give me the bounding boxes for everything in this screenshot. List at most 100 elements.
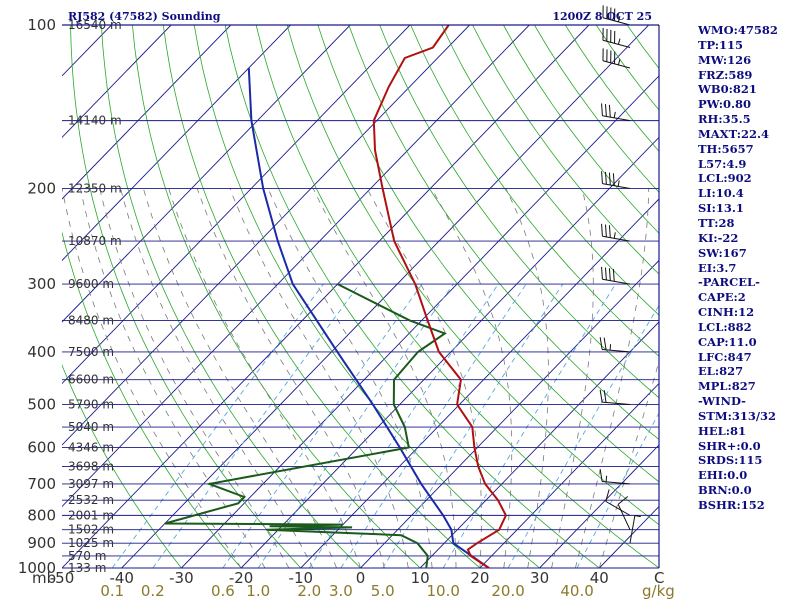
isotherm-line — [62, 25, 232, 200]
moist-adiabat-line — [99, 188, 290, 568]
wind-barb-column — [599, 5, 641, 544]
barb-half-flag — [605, 475, 608, 482]
barb-flag — [603, 337, 607, 350]
moist-adiabat-line — [431, 188, 513, 568]
sounding-index-row: WMO:47582 — [698, 23, 778, 37]
pressure-tick-label: 600 — [27, 439, 56, 457]
wind-barb — [602, 5, 631, 26]
temperature-tick-label: 30 — [530, 569, 549, 587]
sounding-index-row: TP:115 — [698, 37, 744, 52]
barb-flag — [601, 266, 603, 280]
temperature-tick-label: -40 — [109, 569, 134, 587]
sounding-index-row: SHR+:0.0 — [698, 438, 761, 453]
mixing-ratio-tick-label: 0.6 — [211, 582, 235, 600]
isotherm-line — [479, 382, 659, 568]
barb-flag — [605, 489, 610, 502]
height-label: 1025 m — [68, 536, 114, 550]
temperature-tick-label: -30 — [169, 569, 194, 587]
sounding-index-row: EL:827 — [698, 364, 744, 379]
dry-adiabat-grid — [62, 25, 659, 568]
temperature-trace — [372, 25, 508, 568]
sounding-index-row: TH:5657 — [698, 141, 754, 156]
mixing-ratio-axis: 0.1 0.2 0.6 1.0 2.0 3.0 5.0 10.0 20.0 40.0 — [100, 582, 593, 600]
barb-flag — [608, 268, 611, 281]
barb-half-flag — [617, 38, 621, 45]
wind-barb — [605, 489, 631, 516]
sounding-index-row: BSHR:152 — [698, 498, 765, 512]
moist-adiabat-line — [196, 188, 385, 568]
barb-flag — [608, 172, 611, 186]
barb-staff — [617, 504, 631, 530]
mixing-ratio-tick-label: 0.2 — [141, 582, 165, 600]
mixing-ratio-tick-label: 1.0 — [246, 582, 270, 600]
sounding-indices-panel: WMO:47582 TP:115 MW:126 FRZ:589 WB0:821 PW:0.… — [698, 23, 798, 513]
isotherm-line — [62, 25, 590, 568]
barb-flag — [604, 104, 607, 117]
sounding-index-row: BRN:0.0 — [698, 483, 752, 498]
dry-adiabat-line — [255, 25, 659, 568]
isotherm-grid — [62, 25, 659, 568]
temperature-tick-label: -50 — [50, 569, 75, 587]
temperature-tick-label: -20 — [229, 569, 254, 587]
isotherm-line — [181, 75, 659, 568]
temperature-tick-label: 10 — [411, 569, 430, 587]
sounding-profiles — [164, 25, 508, 568]
temperature-tick-label: 20 — [470, 569, 489, 587]
mixing-ratio-tick-label: 5.0 — [371, 582, 395, 600]
barb-flag — [604, 171, 607, 185]
pressure-tick-label: 500 — [27, 396, 56, 414]
isotherm-line — [121, 25, 650, 568]
sounding-index-row: STM:313/32 — [698, 408, 777, 423]
mixing-ratio-line — [152, 283, 360, 568]
height-label: 3097 m — [68, 477, 114, 491]
sounding-index-row: CAP:11.0 — [698, 334, 757, 349]
isotherm-line — [419, 321, 659, 568]
barb-half-flag — [613, 232, 616, 239]
height-label: 7500 m — [68, 345, 114, 359]
pressure-tick-label: 700 — [27, 475, 56, 493]
sounding-index-row: SW:167 — [698, 245, 747, 260]
pressure-axis: 100 200 300 400 500 600 700 800 900 1000 — [18, 16, 56, 577]
wind-barb — [629, 515, 641, 544]
height-label: 1502 m — [68, 523, 114, 537]
sounding-index-row: -WIND- — [698, 394, 746, 409]
wind-barb — [601, 171, 631, 189]
moist-adiabat-line — [267, 188, 433, 568]
height-label: 12350 m — [68, 181, 122, 195]
isotherm-line — [62, 25, 470, 446]
height-label: 6600 m — [68, 373, 114, 387]
temperature-tick-label: -10 — [289, 569, 314, 587]
isotherm-line — [62, 25, 351, 323]
parcel-trace — [247, 67, 490, 568]
dry-adiabat-line — [132, 25, 421, 568]
wind-barb — [601, 223, 631, 242]
wind-barb — [599, 389, 631, 406]
mixing-ratio-tick-label: 40.0 — [560, 582, 593, 600]
mixing-ratio-unit-label: g/kg — [642, 582, 675, 600]
barb-flag — [599, 337, 603, 350]
pressure-unit-label: mb — [32, 569, 56, 587]
moist-adiabat-line — [80, 188, 266, 568]
sounding-index-row: EI:3.7 — [698, 260, 737, 275]
barb-half-flag — [613, 111, 616, 118]
barb-staff — [602, 480, 631, 485]
barb-half-flag — [634, 515, 641, 518]
barb-half-flag — [609, 344, 612, 351]
temperature-axis: -50 -40 -30 -20 -10 0 10 20 30 40 — [50, 569, 609, 587]
barb-staff — [602, 278, 631, 285]
pressure-tick-label: 1000 — [18, 559, 56, 577]
pressure-tick-label: 900 — [27, 534, 56, 552]
wind-barb — [617, 496, 631, 530]
sounding-index-row: -PARCEL- — [698, 275, 760, 290]
height-label: 133 m — [68, 561, 106, 575]
height-label: 2001 m — [68, 508, 114, 522]
barb-flag — [603, 390, 607, 403]
isotherm-line — [62, 25, 530, 508]
sounding-index-row: SRDS:115 — [698, 453, 763, 468]
barb-staff — [602, 115, 631, 122]
sounding-index-row: HEL:81 — [698, 423, 746, 438]
mixing-ratio-line — [507, 304, 659, 568]
height-label: 5790 m — [68, 398, 114, 412]
height-label: 14140 m — [68, 114, 122, 128]
